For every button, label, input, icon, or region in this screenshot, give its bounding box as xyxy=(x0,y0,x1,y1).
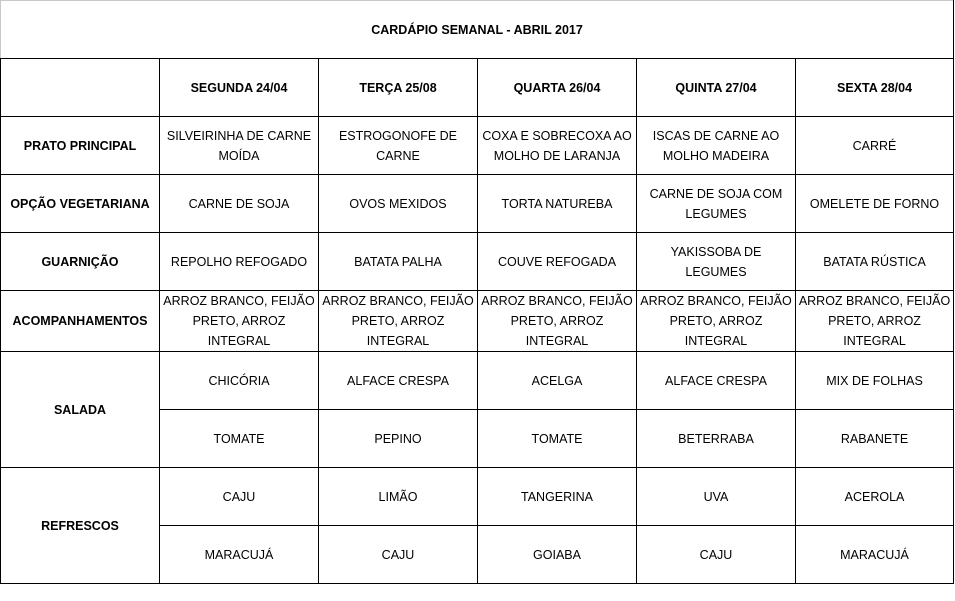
menu-title: CARDÁPIO SEMANAL - ABRIL 2017 xyxy=(0,0,955,59)
menu-cell: BATATA PALHA xyxy=(318,232,478,291)
menu-cell: PEPINO xyxy=(318,409,478,468)
menu-cell: CAJU xyxy=(636,525,796,584)
menu-cell: TANGERINA xyxy=(477,467,637,526)
menu-cell: RABANETE xyxy=(794,409,955,468)
menu-cell: REPOLHO REFOGADO xyxy=(159,232,319,291)
menu-cell: ARROZ BRANCO, FEIJÃO PRETO, ARROZ INTEGR… xyxy=(159,290,319,352)
day-header: QUINTA 27/04 xyxy=(636,58,796,117)
menu-row: GUARNIÇÃO REPOLHO REFOGADO BATATA PALHA COU… xyxy=(0,232,955,291)
row-label: GUARNIÇÃO xyxy=(0,232,160,291)
menu-cell: CARNE DE SOJA COM LEGUMES xyxy=(636,174,796,233)
day-header: TERÇA 25/08 xyxy=(318,58,478,117)
menu-cell: YAKISSOBA DE LEGUMES xyxy=(636,232,796,291)
menu-row: MARACUJÁ CAJU GOIABA CAJU MARACUJÁ xyxy=(1,525,955,584)
menu-cell: OMELETE DE FORNO xyxy=(794,174,955,233)
menu-cell: CHICÓRIA xyxy=(159,351,319,410)
menu-row: PRATO PRINCIPAL SILVEIRINHA DE CARNE MOÍD… xyxy=(0,116,955,175)
menu-cell: ARROZ BRANCO, FEIJÃO PRETO, ARROZ INTEGR… xyxy=(794,290,955,352)
title-row: CARDÁPIO SEMANAL - ABRIL 2017 xyxy=(0,0,955,59)
menu-row: ACOMPANHAMENTOS ARROZ BRANCO, FEIJÃO PRET… xyxy=(0,290,955,352)
day-header: SEXTA 28/04 xyxy=(794,58,955,117)
day-header: QUARTA 26/04 xyxy=(477,58,637,117)
header-row: SEGUNDA 24/04 TERÇA 25/08 QUARTA 26/04 QUIN… xyxy=(0,58,955,117)
menu-cell: CAJU xyxy=(318,525,478,584)
menu-cell: ACELGA xyxy=(477,351,637,410)
menu-row: SALADA CHICÓRIA ALFACE CRESPA ACELGA ALFACE … xyxy=(0,351,955,468)
menu-cell: CAJU xyxy=(159,467,319,526)
menu-cell: COUVE REFOGADA xyxy=(477,232,637,291)
menu-cell: COXA E SOBRECOXA AO MOLHO DE LARANJA xyxy=(477,116,637,175)
weekly-menu-table: CARDÁPIO SEMANAL - ABRIL 2017 SEGUNDA 24… xyxy=(0,0,955,584)
menu-cell: MARACUJÁ xyxy=(159,525,319,584)
menu-row: TOMATE PEPINO TOMATE BETERRABA RABANETE xyxy=(1,409,955,468)
menu-cell: LIMÃO xyxy=(318,467,478,526)
menu-cell: SILVEIRINHA DE CARNE MOÍDA xyxy=(159,116,319,175)
menu-cell: ALFACE CRESPA xyxy=(318,351,478,410)
menu-cell: TOMATE xyxy=(477,409,637,468)
row-label: ACOMPANHAMENTOS xyxy=(0,290,160,352)
menu-cell: ISCAS DE CARNE AO MOLHO MADEIRA xyxy=(636,116,796,175)
menu-cell: ARROZ BRANCO, FEIJÃO PRETO, ARROZ INTEGR… xyxy=(477,290,637,352)
menu-cell: BETERRABA xyxy=(636,409,796,468)
menu-cell: GOIABA xyxy=(477,525,637,584)
menu-cell: ARROZ BRANCO, FEIJÃO PRETO, ARROZ INTEGR… xyxy=(636,290,796,352)
menu-cell: TOMATE xyxy=(159,409,319,468)
corner-cell xyxy=(0,58,160,117)
menu-cell: CARNE DE SOJA xyxy=(159,174,319,233)
menu-cell: MARACUJÁ xyxy=(794,525,955,584)
day-header: SEGUNDA 24/04 xyxy=(159,58,319,117)
menu-row: REFRESCOS CAJU LIMÃO TANGERINA UVA ACEROLA xyxy=(0,467,955,584)
row-label: PRATO PRINCIPAL xyxy=(0,116,160,175)
menu-cell: ARROZ BRANCO, FEIJÃO PRETO, ARROZ INTEGR… xyxy=(318,290,478,352)
menu-cell: TORTA NATUREBA xyxy=(477,174,637,233)
menu-cell: OVOS MEXIDOS xyxy=(318,174,478,233)
menu-cell: BATATA RÚSTICA xyxy=(794,232,955,291)
menu-cell: ALFACE CRESPA xyxy=(636,351,796,410)
menu-cell: MIX DE FOLHAS xyxy=(794,351,955,410)
menu-cell: UVA xyxy=(636,467,796,526)
menu-cell: ESTROGONOFE DE CARNE xyxy=(318,116,478,175)
menu-cell: CARRÉ xyxy=(794,116,955,175)
row-label: REFRESCOS xyxy=(0,467,160,584)
row-label: OPÇÃO VEGETARIANA xyxy=(0,174,160,233)
row-label: SALADA xyxy=(0,351,160,468)
menu-row: OPÇÃO VEGETARIANA CARNE DE SOJA OVOS MEXID… xyxy=(0,174,955,233)
menu-cell: ACEROLA xyxy=(794,467,955,526)
